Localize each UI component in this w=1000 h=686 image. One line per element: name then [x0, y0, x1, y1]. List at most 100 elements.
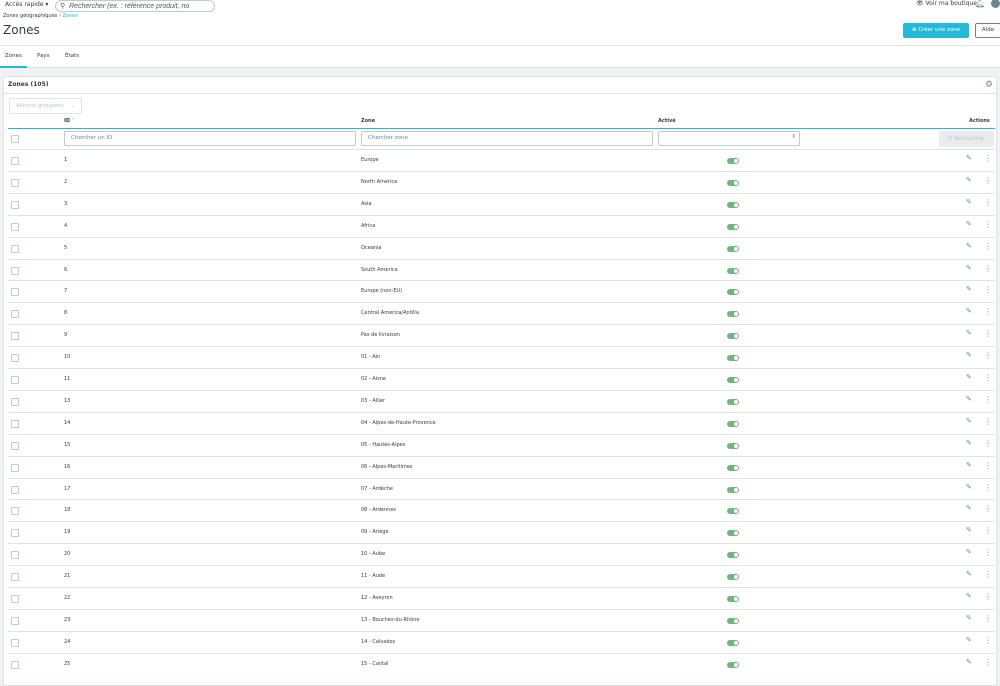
zone-filter-input[interactable]: Chercher zone [361, 131, 653, 146]
edit-icon[interactable]: ✎ [966, 592, 972, 600]
edit-icon[interactable]: ✎ [966, 657, 972, 666]
more-actions-icon[interactable]: ⋮ [984, 526, 992, 536]
create-zone-button[interactable]: ⊕ Créer une zone [903, 23, 969, 38]
row-checkbox[interactable] [11, 354, 19, 363]
more-actions-icon[interactable]: ⋮ [984, 285, 992, 295]
more-actions-icon[interactable]: ⋮ [984, 219, 992, 229]
row-checkbox[interactable] [11, 332, 19, 341]
more-actions-icon[interactable]: ⋮ [984, 570, 992, 580]
active-toggle[interactable] [727, 574, 739, 581]
id-filter-input[interactable]: Chercher un ID [64, 131, 356, 146]
edit-icon[interactable]: ✎ [966, 329, 972, 338]
search-input[interactable]: ⚲ Rechercher (ex. : référence produit, no [55, 0, 215, 12]
row-checkbox[interactable] [11, 244, 19, 253]
row-checkbox[interactable] [11, 419, 19, 428]
active-toggle[interactable] [727, 508, 739, 515]
active-toggle[interactable] [727, 639, 739, 646]
more-actions-icon[interactable]: ⋮ [984, 241, 992, 251]
active-toggle[interactable] [727, 552, 739, 559]
active-toggle[interactable] [727, 223, 739, 230]
active-toggle[interactable] [727, 355, 739, 362]
tab-etats[interactable]: États [65, 53, 80, 59]
row-checkbox[interactable] [11, 266, 19, 275]
column-header-active[interactable]: Activé [658, 118, 676, 124]
more-actions-icon[interactable]: ⋮ [984, 373, 992, 382]
more-actions-icon[interactable]: ⋮ [984, 197, 992, 207]
select-all-checkbox[interactable] [11, 135, 19, 143]
more-actions-icon[interactable]: ⋮ [984, 592, 992, 601]
active-filter-select[interactable]: ⇕ [658, 131, 800, 146]
active-toggle[interactable] [727, 486, 739, 493]
edit-icon[interactable]: ✎ [966, 285, 972, 294]
active-toggle[interactable] [727, 201, 739, 208]
row-checkbox[interactable] [11, 463, 19, 472]
help-button[interactable]: Aide [975, 23, 1000, 38]
more-actions-icon[interactable]: ⋮ [984, 438, 992, 448]
more-actions-icon[interactable]: ⋮ [984, 635, 992, 645]
edit-icon[interactable]: ✎ [966, 482, 972, 491]
more-actions-icon[interactable]: ⋮ [984, 416, 992, 426]
row-checkbox[interactable] [11, 573, 19, 582]
edit-icon[interactable]: ✎ [966, 438, 972, 447]
row-checkbox[interactable] [11, 529, 19, 538]
row-checkbox[interactable] [11, 595, 19, 603]
active-toggle[interactable] [727, 530, 739, 537]
more-actions-icon[interactable]: ⋮ [984, 154, 992, 163]
active-toggle[interactable] [727, 464, 739, 471]
row-checkbox[interactable] [11, 157, 19, 165]
user-icon[interactable] [991, 0, 1000, 8]
edit-icon[interactable]: ✎ [966, 548, 972, 557]
edit-icon[interactable]: ✎ [966, 351, 972, 360]
edit-icon[interactable]: ✎ [966, 504, 972, 513]
edit-icon[interactable]: ✎ [966, 241, 972, 250]
edit-icon[interactable]: ✎ [966, 219, 972, 228]
tab-pays[interactable]: Pays [37, 53, 50, 59]
active-toggle[interactable] [727, 245, 739, 252]
tab-zones[interactable]: Zones [0, 46, 27, 68]
edit-icon[interactable]: ✎ [966, 307, 972, 316]
search-button[interactable]: ⚲ Rechercher [939, 131, 994, 147]
column-header-id[interactable]: ID ˄ [64, 118, 74, 124]
bulk-actions-button[interactable]: Actions groupées ⌄ [9, 98, 82, 114]
more-actions-icon[interactable]: ⋮ [984, 613, 992, 623]
more-actions-icon[interactable]: ⋮ [984, 504, 992, 514]
more-actions-icon[interactable]: ⋮ [984, 548, 992, 558]
row-checkbox[interactable] [11, 551, 19, 560]
more-actions-icon[interactable]: ⋮ [984, 263, 992, 273]
edit-icon[interactable]: ✎ [966, 197, 972, 206]
active-toggle[interactable] [727, 333, 739, 340]
gear-icon[interactable]: ⚙ [984, 80, 993, 90]
sort-asc-icon[interactable]: ˄ [71, 118, 75, 124]
row-checkbox[interactable] [11, 397, 19, 406]
more-actions-icon[interactable]: ⋮ [984, 394, 992, 404]
bell-icon[interactable]: 🔔︎ [975, 0, 986, 8]
row-checkbox[interactable] [11, 616, 19, 625]
quick-access-menu[interactable]: Accès rapide ▾ [5, 1, 49, 8]
row-checkbox[interactable] [11, 222, 19, 231]
edit-icon[interactable]: ✎ [966, 154, 972, 162]
edit-icon[interactable]: ✎ [966, 526, 972, 535]
edit-icon[interactable]: ✎ [966, 394, 972, 403]
more-actions-icon[interactable]: ⋮ [984, 175, 992, 185]
more-actions-icon[interactable]: ⋮ [984, 482, 992, 492]
row-checkbox[interactable] [11, 376, 19, 384]
breadcrumb-parent[interactable]: Zones géographiques [3, 13, 58, 19]
more-actions-icon[interactable]: ⋮ [984, 657, 992, 667]
edit-icon[interactable]: ✎ [966, 460, 972, 469]
more-actions-icon[interactable]: ⋮ [984, 329, 992, 339]
active-toggle[interactable] [727, 442, 739, 449]
row-checkbox[interactable] [11, 441, 19, 450]
row-checkbox[interactable] [11, 507, 19, 516]
active-toggle[interactable] [727, 311, 739, 318]
active-toggle[interactable] [727, 158, 739, 164]
edit-icon[interactable]: ✎ [966, 570, 972, 579]
active-toggle[interactable] [727, 377, 739, 383]
edit-icon[interactable]: ✎ [966, 175, 972, 184]
column-header-zone[interactable]: Zone [361, 118, 376, 124]
more-actions-icon[interactable]: ⋮ [984, 460, 992, 470]
more-actions-icon[interactable]: ⋮ [984, 351, 992, 361]
row-checkbox[interactable] [11, 288, 19, 297]
active-toggle[interactable] [727, 661, 739, 668]
active-toggle[interactable] [727, 398, 739, 405]
active-toggle[interactable] [727, 596, 739, 602]
